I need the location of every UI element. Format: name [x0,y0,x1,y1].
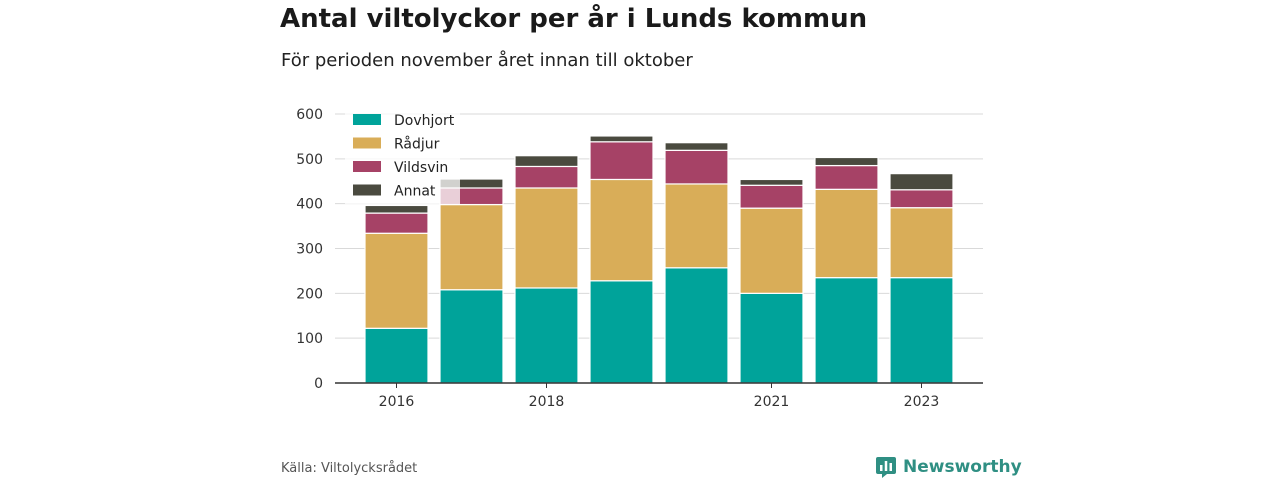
bar-rådjur-2018 [514,187,579,289]
bar-stack-2022 [814,156,879,384]
bar-vildsvin-2022 [814,164,879,190]
legend-label-rådjur: Rådjur [394,136,440,153]
legend-label-annat: Annat [394,184,436,200]
bar-dovhjort-2016 [364,327,429,384]
bar-stack-2017 [439,178,504,384]
y-tick-label: 100 [296,331,323,347]
bar-vildsvin-2020 [664,149,729,185]
bar-annat-2023 [889,173,954,191]
legend-swatch-rådjur [353,137,381,149]
legend: Dovhjort Rådjur Vildsvin Annat [345,108,460,204]
bar-stack-2018 [514,155,579,384]
bar-stack-2023 [889,173,954,384]
bar-dovhjort-2017 [439,289,504,384]
bar-dovhjort-2018 [514,287,579,384]
bar-rådjur-2022 [814,188,879,279]
y-tick-label: 600 [296,107,323,123]
bar-rådjur-2019 [589,178,654,282]
bar-dovhjort-2019 [589,280,654,384]
bar-annat-2020 [664,142,729,151]
legend-label-vildsvin: Vildsvin [394,160,448,176]
x-axis-labels: 2016 2018 2021 2023 [379,383,940,410]
x-tick-label: 2021 [754,394,790,410]
bar-vildsvin-2019 [589,141,654,181]
bar-stack-2016 [364,204,429,384]
bar-dovhjort-2023 [889,277,954,384]
bar-stack-2021 [739,178,804,384]
y-tick-label: 200 [296,286,323,302]
bar-annat-2022 [814,156,879,167]
bar-rådjur-2016 [364,232,429,329]
y-tick-label: 400 [296,197,323,213]
bar-vildsvin-2021 [739,184,804,209]
bar-stack-2020 [664,142,729,384]
bar-rådjur-2023 [889,207,954,279]
legend-label-dovhjort: Dovhjort [394,113,455,129]
bar-dovhjort-2022 [814,277,879,384]
bar-vildsvin-2023 [889,189,954,209]
bar-annat-2021 [739,178,804,186]
x-tick-label: 2018 [529,394,565,410]
bar-annat-2019 [589,135,654,143]
legend-swatch-annat [353,184,381,196]
bar-annat-2016 [364,204,429,214]
x-tick-label: 2016 [379,394,415,410]
bar-dovhjort-2021 [739,292,804,384]
brand-name: Newsworthy [903,457,1022,477]
y-tick-label: 500 [296,152,323,168]
bar-annat-2018 [514,155,579,168]
bar-vildsvin-2016 [364,212,429,234]
source-note: Källa: Viltolycksrådet [281,461,418,476]
bar-vildsvin-2018 [514,165,579,189]
legend-swatch-dovhjort [353,114,381,125]
brand-logo[interactable]: Newsworthy [875,455,1022,479]
chart-title: Antal viltolyckor per år i Lunds kommun [280,4,868,34]
bar-rådjur-2021 [739,207,804,294]
y-tick-label: 300 [296,242,323,258]
bar-rådjur-2020 [664,183,729,269]
chart-subtitle: För perioden november året innan till ok… [281,50,693,71]
x-tick-label: 2023 [904,394,940,410]
bar-dovhjort-2020 [664,267,729,384]
bars [364,135,954,384]
y-tick-label: 0 [314,376,323,392]
bar-rådjur-2017 [439,203,504,291]
legend-swatch-vildsvin [353,161,381,172]
bar-stack-2019 [589,135,654,384]
newsworthy-icon [876,457,896,478]
y-axis-labels: 0 100 200 300 400 500 600 [296,107,323,392]
